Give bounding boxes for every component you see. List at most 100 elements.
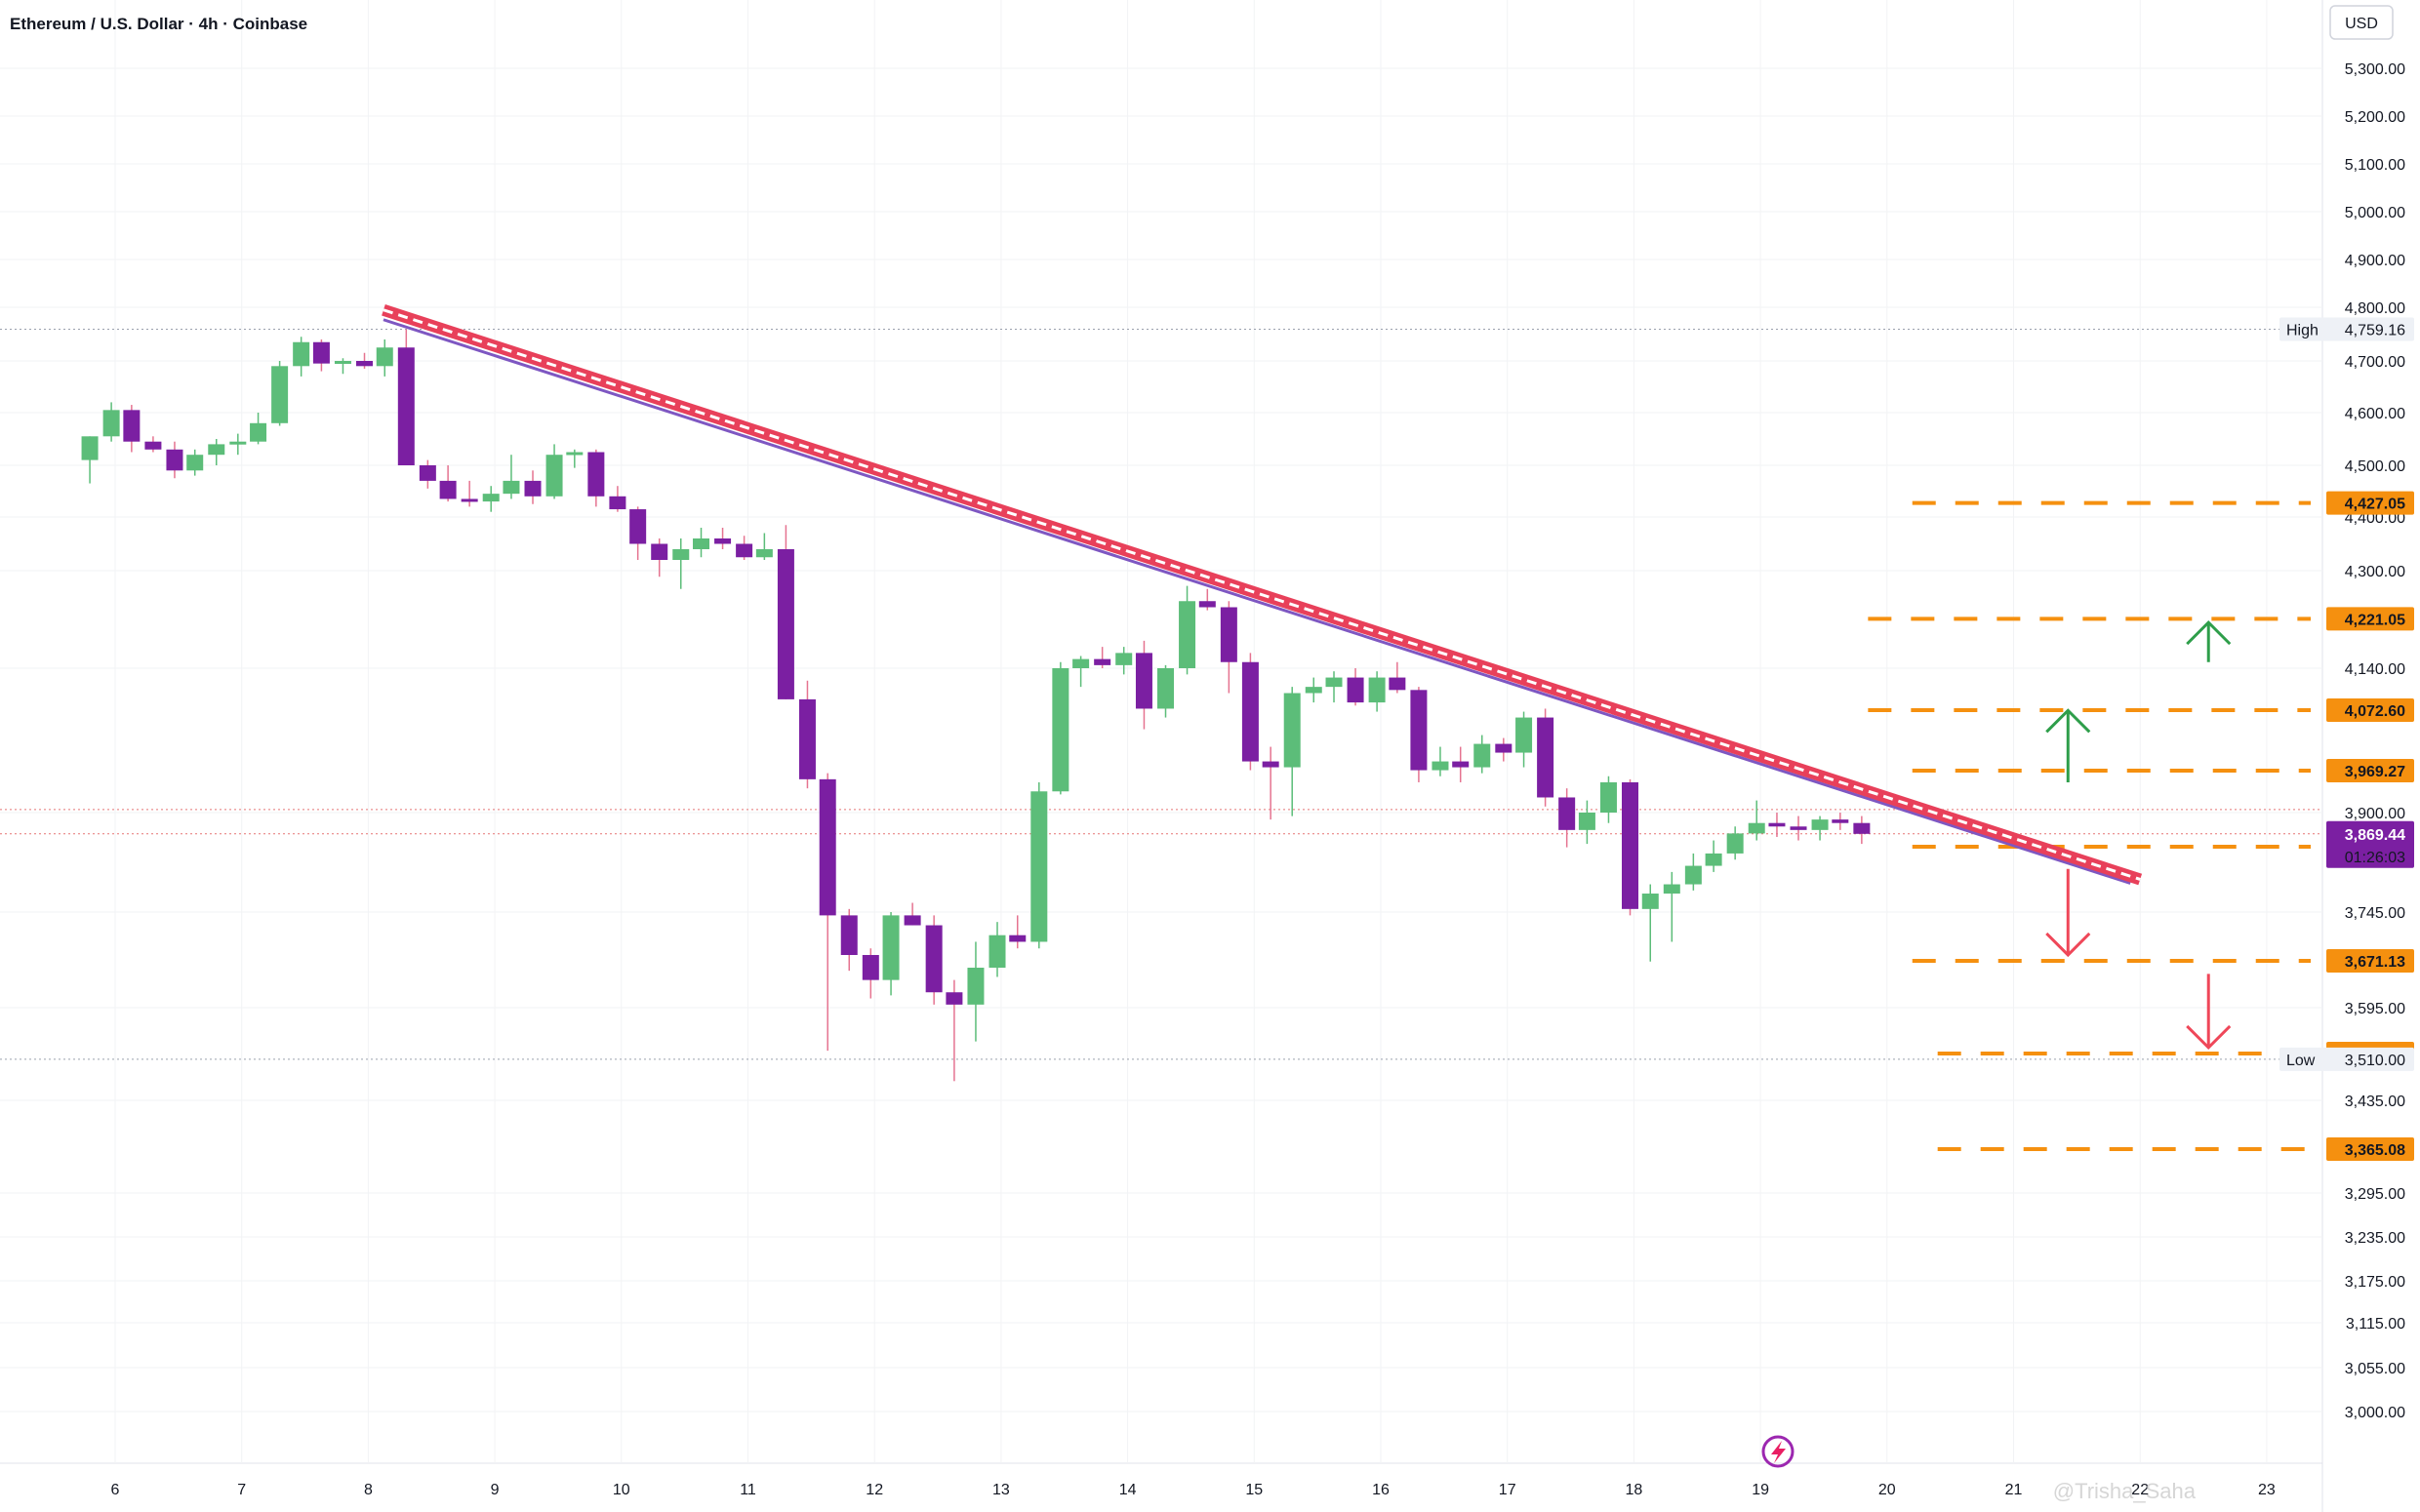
price-tick-label: 4,800.00 — [2345, 300, 2405, 317]
time-tick-label: 9 — [491, 1482, 500, 1498]
candle-bear — [862, 954, 879, 980]
candle-bull — [1072, 658, 1090, 668]
low-tag-label: Low — [2286, 1053, 2316, 1069]
price-tick-label: 3,175.00 — [2345, 1274, 2405, 1291]
candle-bull — [1283, 693, 1301, 768]
price-tick-label: 5,000.00 — [2345, 205, 2405, 221]
candle-bull — [1748, 822, 1765, 834]
price-tick-label: 4,300.00 — [2345, 564, 2405, 580]
level-price-tag: 3,365.08 — [2345, 1142, 2405, 1159]
candle-bear — [123, 410, 141, 442]
candle-bear — [356, 361, 374, 367]
arrow-head — [2045, 708, 2091, 734]
arrow-head — [2186, 1024, 2232, 1051]
arrow-down-icon — [2045, 868, 2091, 958]
price-tick-label: 3,115.00 — [2346, 1316, 2405, 1333]
candle-bull — [1663, 884, 1680, 895]
candle-bull — [271, 366, 289, 423]
time-tick-label: 13 — [992, 1482, 1010, 1498]
candle-bear — [1558, 797, 1576, 830]
currency-selector[interactable]: USD — [2329, 5, 2394, 40]
candle-bull — [1052, 668, 1069, 792]
level-price-tag: 4,072.60 — [2345, 703, 2405, 720]
candle-bear — [1347, 677, 1364, 703]
arrow-head — [2186, 620, 2232, 646]
candle-bear — [1853, 822, 1871, 834]
arrow-up-icon — [2186, 620, 2232, 662]
time-tick-label: 21 — [2005, 1482, 2023, 1498]
candle-bear — [524, 480, 542, 497]
candle-bear — [1009, 935, 1027, 942]
level-price-tag-bg — [2326, 607, 2414, 631]
current-price-value: 3,869.44 — [2345, 827, 2405, 844]
candle-bull — [334, 361, 351, 364]
time-tick-label: 22 — [2131, 1482, 2149, 1498]
candle-bear — [1094, 658, 1111, 665]
arrows — [2045, 620, 2232, 1051]
candle-bull — [693, 538, 710, 549]
level-price-tag: 4,427.05 — [2345, 497, 2405, 513]
price-tick-label: 3,900.00 — [2345, 806, 2405, 822]
time-tick-label: 23 — [2258, 1482, 2276, 1498]
candle-bear — [1622, 781, 1639, 909]
candle-bear — [419, 465, 436, 481]
price-tick-label: 5,100.00 — [2345, 157, 2405, 174]
level-price-tag: 4,221.05 — [2345, 612, 2405, 628]
candle-bear — [461, 498, 478, 502]
level-price-tag-bg — [2326, 491, 2414, 515]
candle-bear — [777, 549, 794, 699]
candle-bull — [1705, 853, 1722, 866]
high-tag-label: High — [2286, 322, 2319, 338]
candle-bear — [819, 778, 836, 916]
high-tag-bg — [2279, 317, 2414, 341]
candle-bear — [1768, 822, 1786, 827]
candle-bear — [587, 452, 605, 497]
price-tick-label: 3,235.00 — [2345, 1230, 2405, 1247]
candle-bull — [1811, 819, 1829, 830]
candle-bear — [1262, 761, 1279, 768]
price-tick-label: 3,745.00 — [2345, 905, 2405, 922]
price-axis[interactable]: 5,300.00 5,200.00 5,100.00 5,000.00 4,900.00… — [2345, 61, 2405, 1421]
trendline-lower — [383, 318, 2131, 885]
trendline[interactable] — [382, 304, 2143, 886]
candle-bear — [904, 915, 921, 926]
current-price-countdown: 01:26:03 — [2345, 850, 2405, 866]
candle-bull — [1473, 743, 1491, 768]
candle-bull — [1115, 653, 1133, 665]
time-axis[interactable]: 6 7 8 9 10 11 12 13 14 15 16 17 18 19 20 21 22 23 — [111, 1482, 2276, 1498]
candle-bear — [946, 992, 963, 1005]
candle-bear — [1832, 819, 1849, 823]
chart-title: Ethereum / U.S. Dollar · 4h · Coinbase — [10, 15, 307, 33]
candle-bull — [503, 480, 520, 495]
arrow-down-icon — [2186, 974, 2232, 1051]
price-tick-label: 4,700.00 — [2345, 354, 2405, 371]
candle-bull — [755, 549, 773, 558]
candle-bear — [312, 341, 330, 364]
candle-bull — [566, 452, 584, 456]
arrow-head — [2045, 932, 2091, 958]
candle-bull — [102, 410, 120, 437]
candle-bear — [144, 441, 162, 450]
candle-bear — [397, 347, 415, 465]
level-price-tag-bg — [2326, 1137, 2414, 1161]
candle-bull — [545, 455, 563, 497]
candle-bull — [1641, 894, 1659, 909]
price-tags: 4,427.054,221.054,072.603,969.273,850.95… — [2279, 317, 2414, 1161]
time-tick-label: 17 — [1499, 1482, 1516, 1498]
watermark: @Trisha_Saha — [2053, 1479, 2197, 1503]
price-tick-label: 3,295.00 — [2345, 1186, 2405, 1203]
horizontal-levels[interactable] — [1868, 500, 2311, 1151]
price-tick-label: 4,500.00 — [2345, 458, 2405, 475]
candle-bear — [439, 480, 457, 499]
candle-bull — [1368, 677, 1386, 703]
lightning-logo-icon — [1761, 1435, 1795, 1468]
candle-bear — [1790, 826, 1807, 830]
candle-bear — [736, 543, 753, 558]
time-tick-label: 15 — [1245, 1482, 1263, 1498]
candle-bull — [1578, 813, 1595, 830]
candle-bull — [208, 444, 225, 456]
candle-bull — [1515, 717, 1533, 753]
level-price-tag: 3,671.13 — [2345, 954, 2405, 971]
candle-bull — [1726, 833, 1744, 854]
